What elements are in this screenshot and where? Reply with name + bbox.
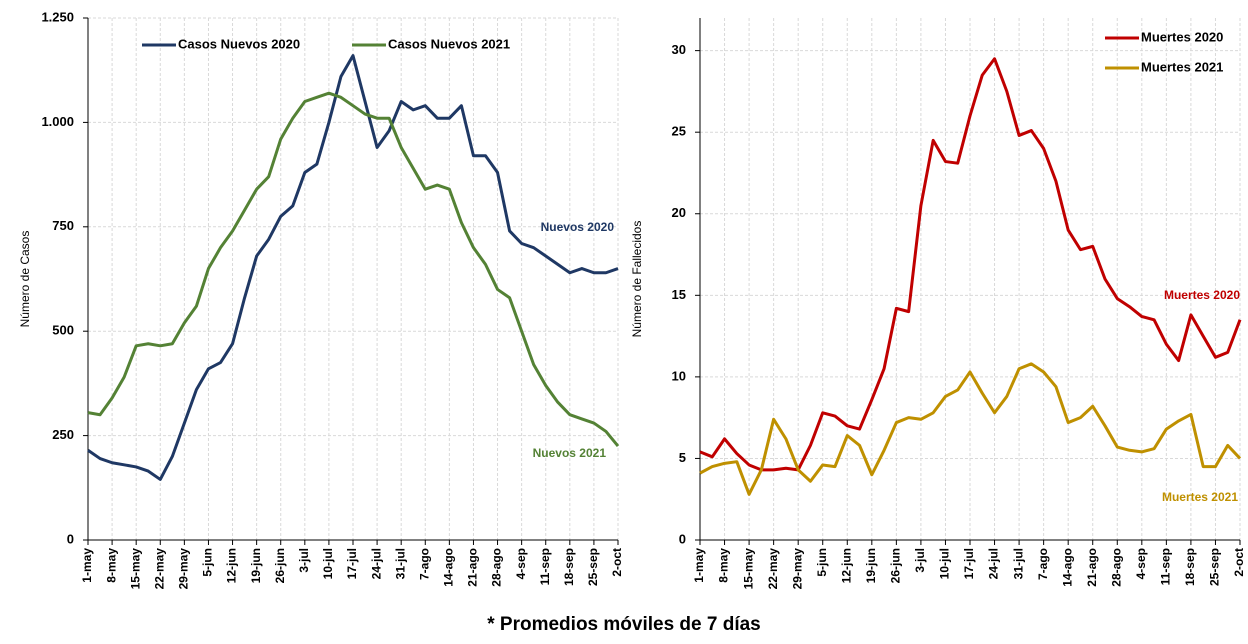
series-line xyxy=(699,362,1242,496)
y-tick-label: 0 xyxy=(679,531,686,546)
x-tick-label: 25-sep xyxy=(586,548,600,586)
x-tick-label: 29-may xyxy=(177,548,191,590)
x-tick-label: 15-may xyxy=(128,548,142,590)
x-tick-label: 31-jul xyxy=(393,548,407,579)
x-tick-label: 15-may xyxy=(741,548,755,590)
legend-label: Casos Nuevos 2020 xyxy=(178,36,300,51)
x-tick-label: 22-may xyxy=(766,548,780,590)
x-tick-label: 18-sep xyxy=(1183,548,1197,586)
x-tick-label: 12-jun xyxy=(839,548,853,583)
x-tick-label: 31-jul xyxy=(1011,548,1025,579)
series-line xyxy=(699,57,1242,472)
x-tick-label: 8-may xyxy=(104,548,118,583)
x-tick-label: 14-ago xyxy=(442,548,456,587)
y-axis-label: Número de Casos xyxy=(18,231,32,328)
x-tick-label: 2-oct xyxy=(610,548,624,577)
x-tick-label: 17-jul xyxy=(962,548,976,579)
legend-label: Muertes 2020 xyxy=(1141,29,1223,44)
x-tick-label: 19-jun xyxy=(249,548,263,583)
x-tick-label: 12-jun xyxy=(225,548,239,583)
series-annotation: Nuevos 2021 xyxy=(533,446,607,460)
x-tick-label: 26-jun xyxy=(889,548,903,583)
x-tick-label: 3-jul xyxy=(297,548,311,573)
x-tick-label: 21-ago xyxy=(466,548,480,587)
x-tick-label: 10-jul xyxy=(321,548,335,579)
x-tick-label: 17-jul xyxy=(345,548,359,579)
y-tick-label: 750 xyxy=(52,218,74,233)
x-tick-label: 7-ago xyxy=(1036,548,1050,580)
x-tick-label: 2-oct xyxy=(1232,548,1246,577)
x-tick-label: 5-jun xyxy=(201,548,215,577)
x-tick-label: 11-sep xyxy=(1159,548,1173,585)
y-tick-label: 15 xyxy=(672,287,686,302)
y-tick-label: 30 xyxy=(672,42,686,57)
x-tick-label: 3-jul xyxy=(913,548,927,573)
y-tick-label: 0 xyxy=(67,531,74,546)
series-annotation: Nuevos 2020 xyxy=(541,220,615,234)
x-tick-label: 1-may xyxy=(692,548,706,583)
x-tick-label: 28-ago xyxy=(490,548,504,587)
x-tick-label: 19-jun xyxy=(864,548,878,583)
x-tick-label: 8-may xyxy=(717,548,731,583)
y-tick-label: 500 xyxy=(52,323,74,338)
x-tick-label: 22-may xyxy=(152,548,166,590)
y-tick-label: 250 xyxy=(52,427,74,442)
legend-label: Muertes 2021 xyxy=(1141,59,1223,74)
x-tick-label: 11-sep xyxy=(538,548,552,585)
series-line xyxy=(87,54,619,481)
x-tick-label: 28-ago xyxy=(1109,548,1123,587)
y-axis-label: Número de Fallecidos xyxy=(630,221,644,338)
y-tick-label: 1.250 xyxy=(41,9,74,24)
x-tick-label: 25-sep xyxy=(1208,548,1222,586)
x-tick-label: 24-jul xyxy=(369,548,383,579)
x-tick-label: 14-ago xyxy=(1060,548,1074,587)
y-tick-label: 5 xyxy=(679,450,686,465)
x-tick-label: 4-sep xyxy=(514,548,528,579)
y-tick-label: 10 xyxy=(672,368,686,383)
legend-label: Casos Nuevos 2021 xyxy=(388,36,510,51)
x-tick-label: 1-may xyxy=(80,548,94,583)
series-annotation: Muertes 2020 xyxy=(1164,288,1240,302)
series-line xyxy=(87,91,620,447)
x-tick-label: 18-sep xyxy=(562,548,576,586)
x-tick-label: 24-jul xyxy=(987,548,1001,579)
x-tick-label: 7-ago xyxy=(417,548,431,580)
y-tick-label: 1.000 xyxy=(41,114,74,129)
x-tick-label: 21-ago xyxy=(1085,548,1099,587)
x-tick-label: 10-jul xyxy=(938,548,952,579)
series-annotation: Muertes 2021 xyxy=(1162,490,1238,504)
x-tick-label: 5-jun xyxy=(815,548,829,577)
y-tick-label: 25 xyxy=(672,124,686,139)
footnote: * Promedios móviles de 7 días xyxy=(487,614,761,635)
x-tick-label: 26-jun xyxy=(273,548,287,583)
y-tick-label: 20 xyxy=(672,205,686,220)
x-tick-label: 4-sep xyxy=(1134,548,1148,579)
x-tick-label: 29-may xyxy=(790,548,804,590)
